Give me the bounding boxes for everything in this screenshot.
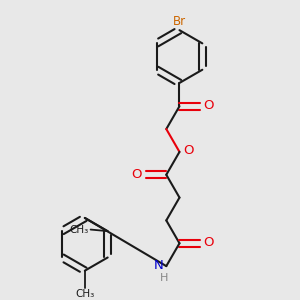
Text: CH₃: CH₃ <box>75 289 94 299</box>
Text: N: N <box>154 259 164 272</box>
Text: O: O <box>204 99 214 112</box>
Text: O: O <box>132 168 142 181</box>
Text: Br: Br <box>173 15 186 28</box>
Text: O: O <box>184 144 194 157</box>
Text: O: O <box>204 236 214 249</box>
Text: CH₃: CH₃ <box>70 225 89 235</box>
Text: H: H <box>160 273 168 283</box>
